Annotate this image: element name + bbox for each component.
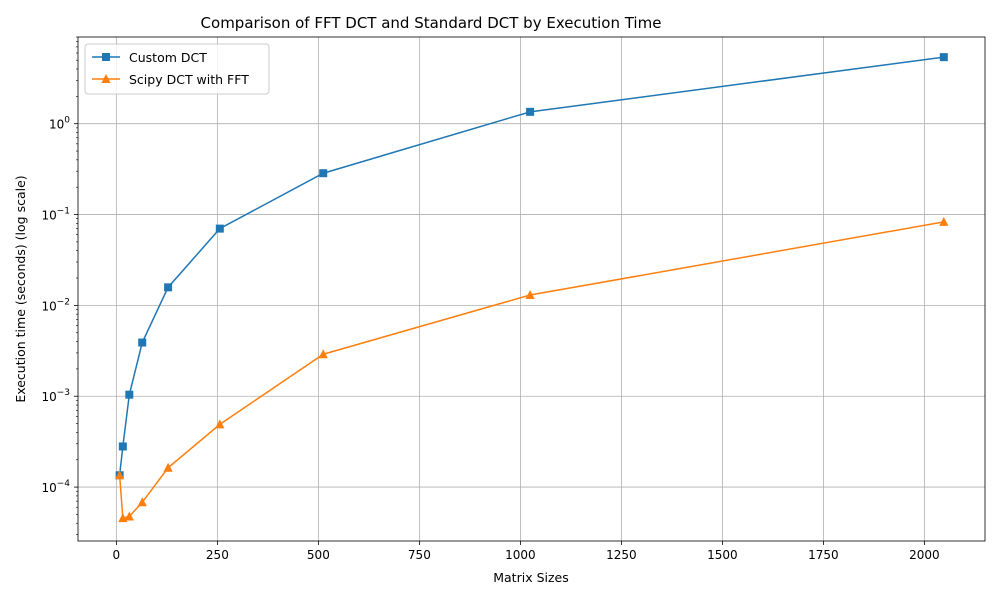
y-tick-exponent: −1 bbox=[57, 207, 70, 217]
y-tick-exponent: −4 bbox=[57, 479, 71, 489]
y-tick-label: 10−3 bbox=[41, 388, 70, 404]
y-tick-exponent: 0 bbox=[64, 116, 70, 126]
data-point bbox=[215, 224, 224, 233]
data-point bbox=[125, 390, 134, 399]
data-point bbox=[939, 216, 949, 226]
data-point bbox=[115, 470, 125, 480]
plot-frame bbox=[77, 36, 986, 542]
y-axis-label: Execution time (seconds) (log scale) bbox=[13, 175, 28, 402]
x-tick-label: 1250 bbox=[606, 548, 637, 562]
x-axis-label: Matrix Sizes bbox=[493, 570, 569, 585]
x-tick-label: 1000 bbox=[505, 548, 536, 562]
legend-label: Scipy DCT with FFT bbox=[129, 72, 249, 87]
data-point bbox=[318, 349, 328, 359]
data-point bbox=[137, 497, 147, 507]
x-tick-label: 250 bbox=[206, 548, 229, 562]
y-tick-label: 10−2 bbox=[41, 297, 70, 313]
legend-box bbox=[84, 43, 270, 95]
legend-item: Scipy DCT with FFT bbox=[92, 72, 249, 87]
y-tick-base: 10 bbox=[49, 118, 64, 132]
data-point bbox=[164, 283, 173, 292]
data-point bbox=[163, 462, 173, 472]
x-axis: 0 250 500 750 1000 1250 1500 1750 2000 bbox=[113, 541, 940, 562]
series-2 bbox=[115, 216, 949, 523]
x-tick-label: 2000 bbox=[909, 548, 940, 562]
data-point bbox=[118, 442, 127, 451]
x-tick-label: 1750 bbox=[808, 548, 839, 562]
data-point bbox=[319, 169, 328, 178]
y-tick-base: 10 bbox=[41, 481, 56, 495]
legend-item: Custom DCT bbox=[92, 50, 207, 65]
x-tick-label: 500 bbox=[307, 548, 330, 562]
chart-title: Comparison of FFT DCT and Standard DCT b… bbox=[201, 14, 662, 32]
series-layer bbox=[115, 53, 949, 523]
data-point bbox=[124, 511, 134, 521]
y-tick-label: 10−4 bbox=[41, 479, 70, 495]
legend: Custom DCT Scipy DCT with FFT bbox=[84, 43, 270, 95]
data-point bbox=[138, 338, 147, 347]
x-tick-label: 750 bbox=[408, 548, 431, 562]
data-point bbox=[215, 419, 225, 429]
x-tick-label: 1500 bbox=[707, 548, 738, 562]
x-tick-label: 0 bbox=[113, 548, 121, 562]
y-tick-base: 10 bbox=[41, 209, 56, 223]
grid bbox=[78, 37, 985, 541]
data-point bbox=[939, 53, 948, 62]
y-tick-exponent: −2 bbox=[57, 297, 70, 307]
y-tick-label: 10−1 bbox=[41, 207, 70, 223]
y-tick-base: 10 bbox=[41, 390, 56, 404]
data-point bbox=[525, 290, 535, 300]
legend-marker bbox=[101, 74, 111, 83]
legend-label: Custom DCT bbox=[129, 50, 207, 65]
y-tick-label: 100 bbox=[49, 116, 70, 132]
legend-marker bbox=[102, 53, 110, 61]
data-point bbox=[526, 107, 535, 116]
y-tick-base: 10 bbox=[41, 299, 56, 313]
y-tick-exponent: −3 bbox=[57, 388, 70, 398]
